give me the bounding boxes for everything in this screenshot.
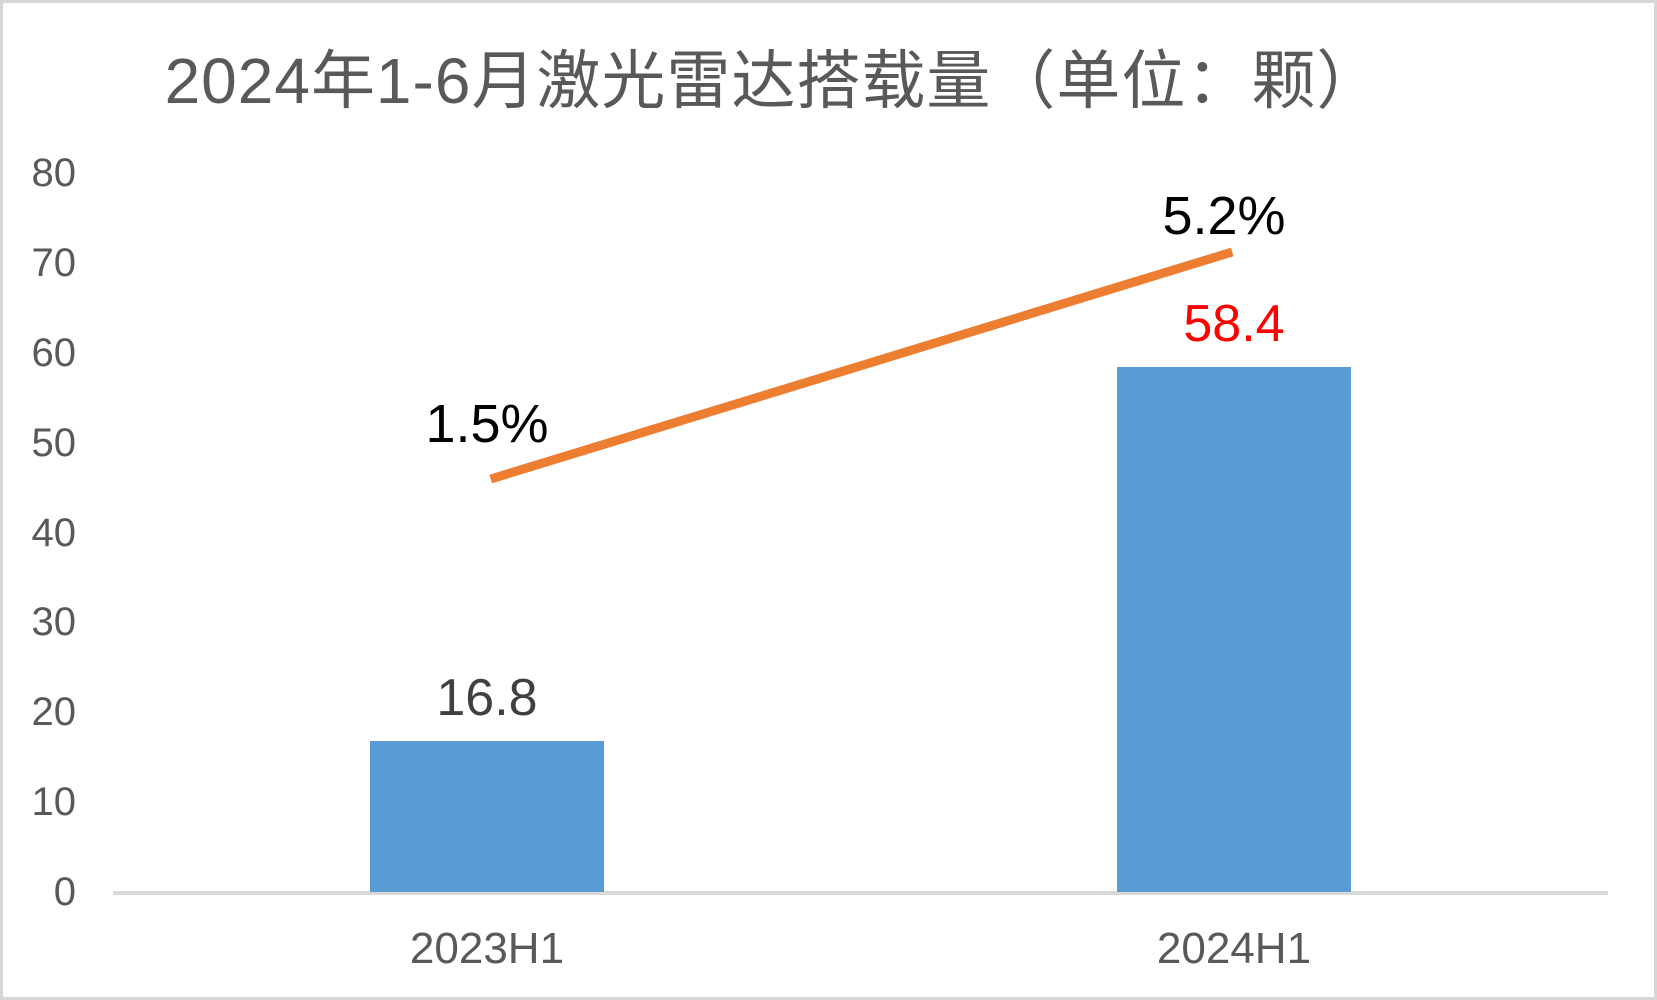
trend-line [489, 247, 1234, 484]
y-axis-tick-label: 80 [31, 151, 77, 195]
x-axis-category-label: 2024H1 [1156, 924, 1312, 973]
x-axis-category-label: 2023H1 [409, 924, 565, 973]
y-axis-tick-label: 10 [31, 780, 77, 825]
y-axis-tick-label: 40 [31, 510, 77, 555]
bar-value-label: 58.4 [1183, 295, 1285, 353]
y-axis-tick-label: 0 [53, 870, 76, 914]
y-axis-tick-label: 50 [31, 420, 77, 465]
bar-2024h1 [1117, 367, 1351, 892]
chart-title: 2024年1-6月激光雷达搭载量（单位：颗） [164, 45, 1382, 117]
line-point-label: 1.5% [425, 394, 549, 454]
y-axis-tick-label: 30 [31, 600, 77, 645]
y-axis-tick-label: 60 [31, 330, 77, 375]
bar-2023h1 [370, 741, 604, 892]
y-axis-tick-label: 20 [31, 690, 77, 735]
y-axis-tick-label: 70 [31, 240, 77, 285]
line-point-label: 5.2% [1162, 186, 1286, 246]
bar-value-label: 16.8 [436, 669, 538, 727]
x-axis-line [113, 891, 1608, 895]
